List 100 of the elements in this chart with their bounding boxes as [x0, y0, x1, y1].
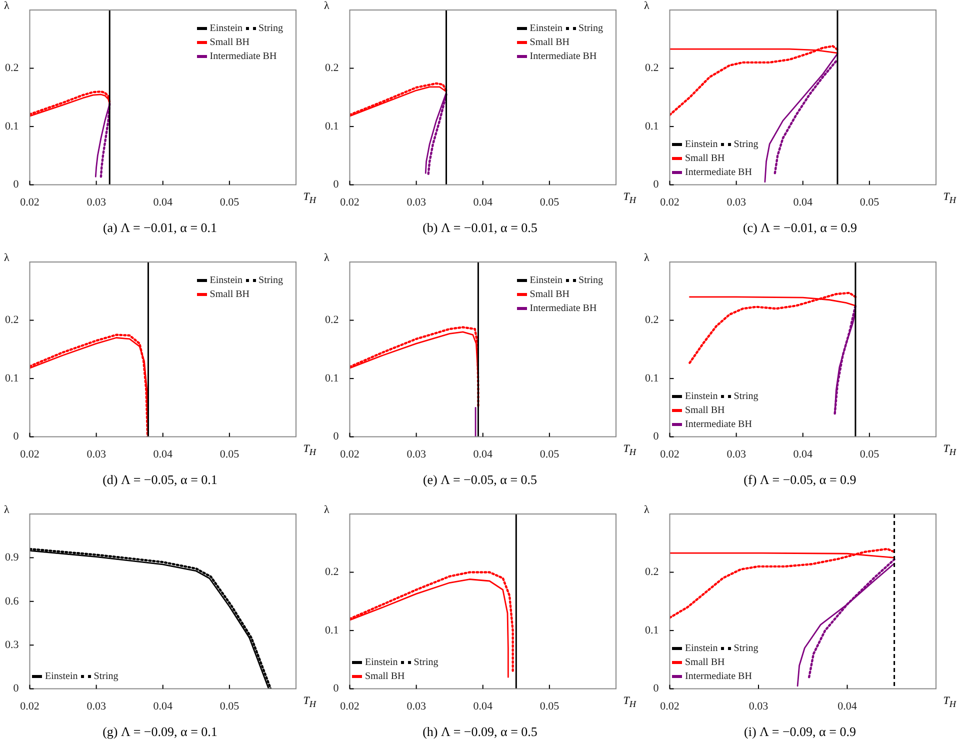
- annotation: String: [734, 139, 758, 150]
- y-tick-label: 0.2: [325, 314, 339, 326]
- annotation: Einstein: [685, 391, 718, 402]
- x-tick-label: 0.03: [406, 196, 426, 208]
- x-tick-label: 0.02: [20, 448, 40, 460]
- x-tick-label: 0.04: [473, 448, 493, 460]
- annotation: Einstein: [210, 23, 243, 34]
- text: (e) Λ = −0.05, α = 0.5: [422, 472, 538, 488]
- text: (c) Λ = −0.01, α = 0.9: [742, 220, 858, 236]
- y-tick-label: 0.1: [325, 624, 339, 636]
- y-axis-title: λ: [4, 504, 10, 516]
- y-tick-label: 0.2: [645, 314, 659, 326]
- text: (f) Λ = −0.05, α = 0.9: [742, 472, 858, 488]
- legend-label: Small BH: [685, 153, 725, 164]
- y-axis-title: λ: [644, 504, 650, 516]
- x-tick-label: 0.02: [20, 196, 40, 208]
- x-axis-title: T$_{H}$: [303, 191, 316, 206]
- y-tick-label: 0: [333, 178, 340, 191]
- x-tick-label: 0.03: [86, 700, 106, 712]
- legend-label: Small BH: [210, 37, 250, 48]
- y-tick-label: 0.3: [5, 638, 20, 651]
- line-series: [670, 548, 896, 619]
- y-tick-label: 0.2: [325, 62, 339, 74]
- y-tick-label: 0: [13, 178, 20, 191]
- legend-label: Intermediate BH: [210, 51, 277, 62]
- legend-label: String: [94, 671, 118, 682]
- y-tick-label: 0: [653, 178, 660, 191]
- x-axis-title: T$_{H}$: [303, 443, 316, 458]
- y-tick-label: 0.1: [325, 372, 339, 384]
- y-tick-label: 0: [13, 430, 20, 443]
- y-tick-label: 0.2: [5, 314, 19, 326]
- text: (h) Λ = −0.09, α = 0.5: [422, 724, 538, 740]
- x-tick-label: 0.04: [793, 448, 813, 460]
- annotation: Einstein: [365, 657, 398, 668]
- y-tick-label: 0.1: [325, 120, 339, 132]
- x-tick-label: 0.05: [540, 700, 560, 712]
- x-tick-label: 0.02: [340, 448, 360, 460]
- y-axis-title: λ: [4, 0, 10, 12]
- legend-label: Einstein: [45, 671, 78, 682]
- x-tick-label: 0.03: [726, 448, 746, 460]
- x-tick-label: 0.04: [793, 196, 813, 208]
- legend-label: Small BH: [210, 289, 250, 300]
- x-axis-title: T$_{H}$: [623, 443, 636, 458]
- y-tick-label: 0: [653, 682, 660, 695]
- x-tick-label: 0.03: [726, 196, 746, 208]
- text: (b) Λ = −0.01, α = 0.5: [422, 220, 538, 236]
- legend-label: Intermediate BH: [530, 303, 597, 314]
- legend-label: Intermediate BH: [685, 671, 752, 682]
- y-tick-label: 0: [13, 682, 20, 695]
- y-tick-label: 0.9: [5, 552, 20, 564]
- annotation: String: [578, 23, 603, 34]
- legend-label: Small BH: [685, 657, 725, 668]
- annotation: String: [258, 23, 283, 34]
- legend-label: Intermediate BH: [530, 51, 597, 62]
- x-tick-label: 0.05: [860, 196, 880, 208]
- y-tick-label: 0.2: [325, 566, 339, 578]
- x-tick-label: 0.03: [406, 448, 426, 460]
- x-tick-label: 0.05: [540, 448, 560, 460]
- annotation: String: [414, 657, 438, 668]
- annotation: Einstein: [530, 23, 563, 34]
- text: (g) Λ = −0.09, α = 0.1: [102, 724, 218, 740]
- y-tick-label: 0.2: [5, 62, 19, 74]
- annotation: Einstein: [530, 275, 563, 286]
- annotation: String: [734, 643, 758, 654]
- x-tick-label: 0.05: [860, 448, 880, 460]
- y-axis-title: λ: [644, 252, 650, 264]
- x-tick-label: 0.04: [153, 700, 173, 712]
- y-tick-label: 0.2: [645, 62, 659, 74]
- y-tick-label: 0.1: [645, 624, 659, 636]
- y-axis-title: λ: [324, 252, 330, 264]
- x-axis-title: T$_{H}$: [943, 191, 956, 206]
- legend-label: Small BH: [530, 289, 570, 300]
- legend-label: Intermediate BH: [685, 419, 752, 430]
- legend-label: Small BH: [530, 37, 570, 48]
- y-tick-label: 0.1: [5, 372, 19, 384]
- x-tick-label: 0.03: [406, 700, 426, 712]
- x-tick-label: 0.05: [540, 196, 560, 208]
- text: (a) Λ = −0.01, α = 0.1: [102, 220, 218, 236]
- x-tick-label: 0.04: [473, 196, 493, 208]
- x-tick-label: 0.02: [660, 448, 680, 460]
- x-tick-label: 0.05: [220, 448, 240, 460]
- annotation: Einstein: [685, 643, 718, 654]
- x-tick-label: 0.02: [660, 196, 680, 208]
- x-tick-label: 0.02: [340, 700, 360, 712]
- y-tick-label: 0.1: [5, 120, 19, 132]
- line-series: [670, 45, 839, 116]
- y-tick-label: 0.1: [645, 372, 659, 384]
- annotation: String: [258, 275, 283, 286]
- x-tick-label: 0.02: [340, 196, 360, 208]
- legend-label: Small BH: [365, 671, 405, 682]
- x-tick-label: 0.04: [153, 448, 173, 460]
- x-tick-label: 0.02: [20, 700, 40, 712]
- y-axis-title: λ: [324, 0, 330, 12]
- x-axis-title: T$_{H}$: [623, 191, 636, 206]
- text: (i) Λ = −0.09, α = 0.9: [743, 724, 857, 740]
- x-tick-label: 0.03: [86, 448, 106, 460]
- x-tick-label: 0.04: [473, 700, 493, 712]
- x-tick-label: 0.03: [86, 196, 106, 208]
- y-axis-title: λ: [644, 0, 650, 12]
- y-tick-label: 0.1: [645, 120, 659, 132]
